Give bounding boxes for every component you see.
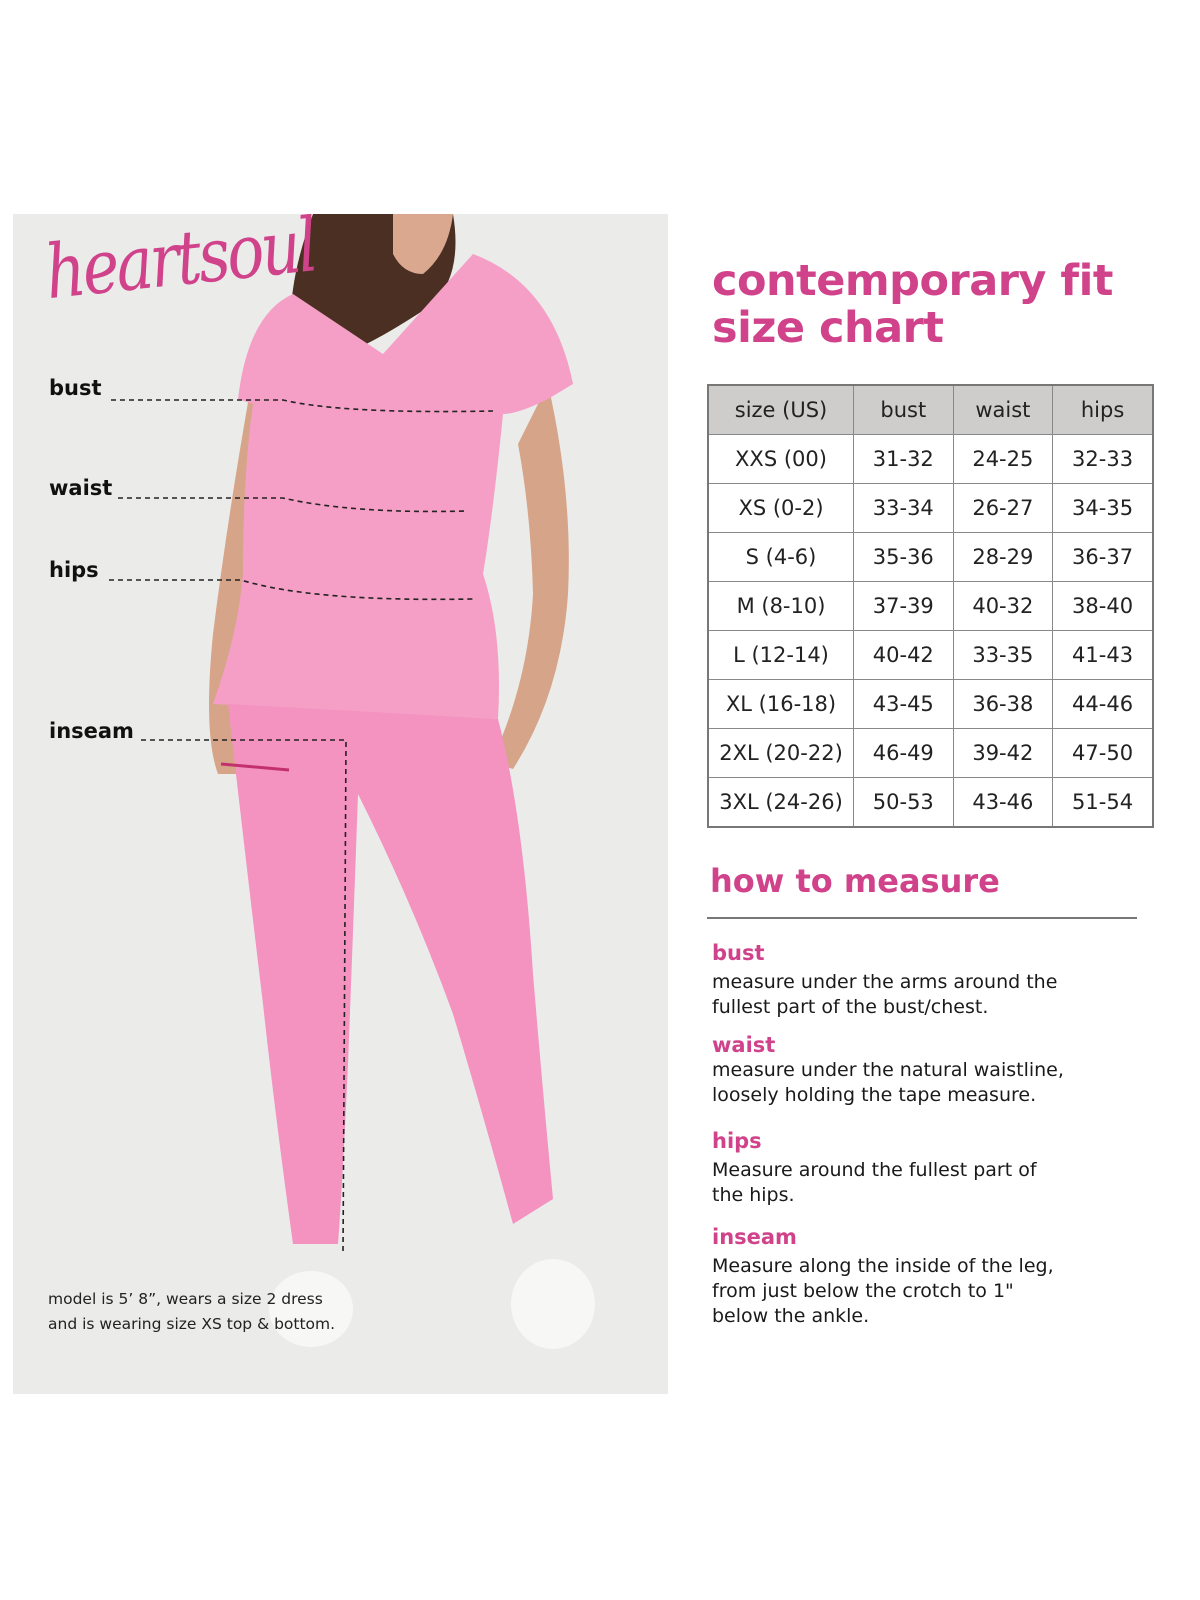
table-cell: 40-32 <box>952 581 1054 631</box>
measure-label: bust <box>712 941 765 965</box>
table-cell: 2XL (20-22) <box>707 728 854 778</box>
table-cell: 44-46 <box>1052 679 1154 729</box>
title-line: contemporary fit <box>712 256 1113 306</box>
table-cell: 35-36 <box>853 532 954 582</box>
measure-description: below the ankle. <box>712 1305 870 1327</box>
measure-description: Measure around the fullest part of <box>712 1159 1037 1181</box>
model-note-line: model is 5’ 8”, wears a size 2 dress <box>48 1290 323 1308</box>
measure-description: loosely holding the tape measure. <box>712 1084 1037 1106</box>
table-row: 2XL (20-22) 46-49 39-42 47-50 <box>707 728 1154 778</box>
measure-description: measure under the arms around the <box>712 971 1058 993</box>
table-row: M (8-10) 37-39 40-32 38-40 <box>707 581 1154 631</box>
label-bust: bust <box>49 376 102 400</box>
table-cell: 32-33 <box>1052 434 1154 484</box>
table-cell: 31-32 <box>853 434 954 484</box>
table-cell: 24-25 <box>952 434 1054 484</box>
table-cell: 38-40 <box>1052 581 1154 631</box>
column-header: size (US) <box>707 384 854 435</box>
measure-description: Measure along the inside of the leg, <box>712 1255 1054 1277</box>
title-line: size chart <box>712 303 944 353</box>
table-cell: XS (0-2) <box>707 483 854 533</box>
divider <box>707 917 1137 919</box>
model-photo: heartsoul bust waist hips inseam model i… <box>13 214 668 1394</box>
table-cell: 36-38 <box>952 679 1054 729</box>
table-cell: XL (16-18) <box>707 679 854 729</box>
table-cell: 3XL (24-26) <box>707 777 854 828</box>
table-cell: S (4-6) <box>707 532 854 582</box>
label-hips: hips <box>49 558 99 582</box>
table-cell: 43-45 <box>853 679 954 729</box>
table-cell: XXS (00) <box>707 434 854 484</box>
table-cell: 36-37 <box>1052 532 1154 582</box>
model-figure <box>109 214 595 1349</box>
table-row: S (4-6) 35-36 28-29 36-37 <box>707 532 1154 582</box>
table-cell: 39-42 <box>952 728 1054 778</box>
measure-description: from just below the crotch to 1" <box>712 1280 1014 1302</box>
measure-section-inseam: inseam Measure along the inside of the le… <box>712 1224 1152 1329</box>
table-cell: M (8-10) <box>707 581 854 631</box>
table-cell: 40-42 <box>853 630 954 680</box>
table-cell: 34-35 <box>1052 483 1154 533</box>
table-cell: 26-27 <box>952 483 1054 533</box>
column-header: bust <box>853 384 954 435</box>
table-header-row: size (US) bust waist hips <box>707 384 1154 435</box>
table-cell: 33-34 <box>853 483 954 533</box>
measure-label: waist <box>712 1033 776 1057</box>
table-row: L (12-14) 40-42 33-35 41-43 <box>707 630 1154 680</box>
measure-label: hips <box>712 1129 762 1153</box>
model-note-line: and is wearing size XS top & bottom. <box>48 1315 336 1333</box>
size-table: size (US) bust waist hips XXS (00) 31-32 24-2… <box>707 384 1154 828</box>
table-row: XS (0-2) 33-34 26-27 34-35 <box>707 483 1154 533</box>
table-cell: 46-49 <box>853 728 954 778</box>
table-cell: 41-43 <box>1052 630 1154 680</box>
column-header: waist <box>952 384 1054 435</box>
label-waist: waist <box>49 476 113 500</box>
page-title: contemporary fit size chart <box>712 258 1113 352</box>
table-row: XXS (00) 31-32 24-25 32-33 <box>707 434 1154 484</box>
model-note: model is 5’ 8”, wears a size 2 dress and… <box>48 1287 335 1337</box>
measure-description: measure under the natural waistline, <box>712 1059 1064 1081</box>
table-cell: 37-39 <box>853 581 954 631</box>
table-cell: 51-54 <box>1052 777 1154 828</box>
table-cell: 47-50 <box>1052 728 1154 778</box>
table-row: 3XL (24-26) 50-53 43-46 51-54 <box>707 777 1154 828</box>
table-cell: 43-46 <box>952 777 1054 828</box>
table-cell: 28-29 <box>952 532 1054 582</box>
table-row: XL (16-18) 43-45 36-38 44-46 <box>707 679 1154 729</box>
measure-description: the hips. <box>712 1184 795 1206</box>
column-header: hips <box>1052 384 1154 435</box>
table-cell: L (12-14) <box>707 630 854 680</box>
measure-description: fullest part of the bust/chest. <box>712 996 989 1018</box>
measure-section-waist: waist measure under the natural waistline… <box>712 1032 1152 1108</box>
measure-label: inseam <box>712 1225 797 1249</box>
measure-section-hips: hips Measure around the fullest part of th… <box>712 1128 1152 1208</box>
measure-section-bust: bust measure under the arms around the ful… <box>712 940 1152 1020</box>
table-cell: 50-53 <box>853 777 954 828</box>
how-to-measure-heading: how to measure <box>710 862 1000 900</box>
label-inseam: inseam <box>49 719 134 743</box>
table-cell: 33-35 <box>952 630 1054 680</box>
